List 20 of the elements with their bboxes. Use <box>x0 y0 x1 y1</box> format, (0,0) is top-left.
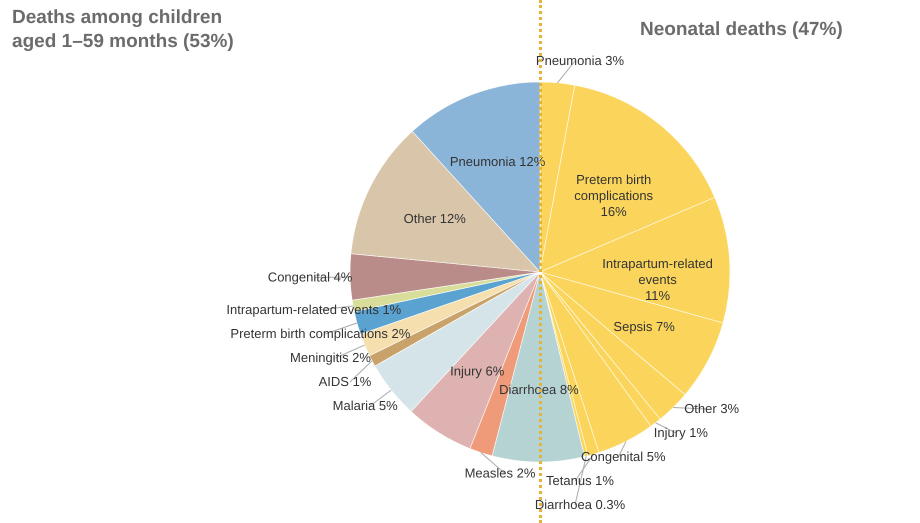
slice-label: Injury 6% <box>450 364 505 379</box>
slice-label: Preterm birth complications <box>574 172 654 204</box>
text: Deaths among children aged 1–59 months (53%) <box>12 6 235 54</box>
text: Neonatal deaths (47%) <box>640 18 844 42</box>
slice-label: Sepsis 7% <box>613 319 676 334</box>
slice-label: Pneumonia 3% <box>536 52 625 68</box>
data-label: 16% <box>600 204 628 220</box>
slice-label: Other 12% <box>404 211 466 226</box>
slice-label: Intrapartum-related events <box>602 256 713 288</box>
data-label: 11% <box>645 288 671 304</box>
slice-label: Injury 1% <box>654 425 708 440</box>
slice-label: Other 3% <box>684 401 740 416</box>
slice-label: Measles 2% <box>464 465 536 480</box>
slice-label: AIDS 1% <box>318 374 372 389</box>
slice-label: Congenital 5% <box>581 449 666 464</box>
slice-label: Meningitis 2% <box>290 350 372 365</box>
slice-label: Malaria 5% <box>332 398 398 413</box>
category-label: Preterm birth complications 2% <box>230 326 410 341</box>
slice-label: Tetanus 1% <box>546 473 614 488</box>
slice-label: Diarrhoea 0.3% <box>534 497 626 512</box>
